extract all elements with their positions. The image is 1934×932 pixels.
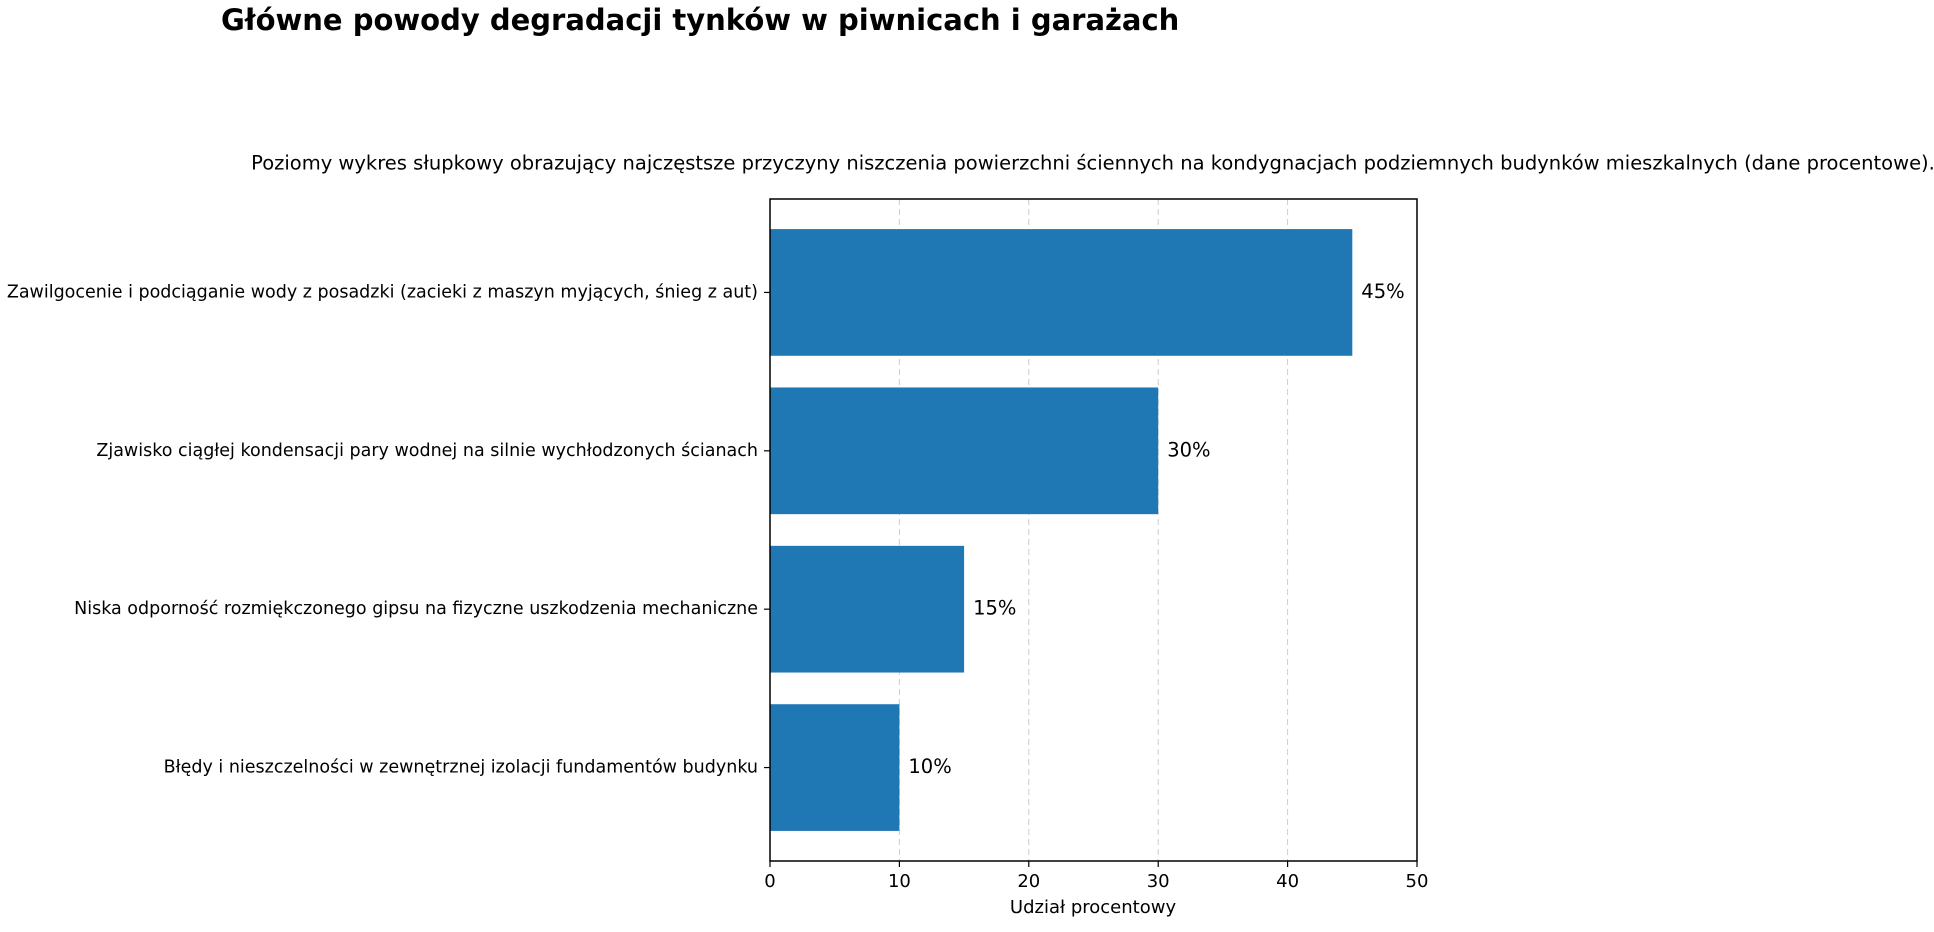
x-axis-label: Udział procentowy: [1010, 897, 1177, 918]
x-tick-label: 30: [1147, 871, 1170, 892]
value-label: 15%: [973, 597, 1016, 620]
y-tick-label: Niska odporność rozmiękczonego gipsu na …: [74, 599, 758, 619]
x-tick-label: 50: [1406, 871, 1429, 892]
chart-title: Główne powody degradacji tynków w piwnic…: [221, 3, 1179, 37]
chart-subtitle: Poziomy wykres słupkowy obrazujący najcz…: [251, 152, 1934, 175]
bar: [770, 704, 900, 831]
bar: [770, 387, 1159, 515]
y-tick-label: Zawilgocenie i podciąganie wody z posadz…: [7, 282, 758, 302]
x-tick-label: 40: [1276, 871, 1299, 892]
value-label: 45%: [1361, 280, 1404, 303]
x-tick-label: 10: [888, 871, 911, 892]
x-tick-label: 20: [1017, 871, 1040, 892]
value-label: 10%: [908, 755, 951, 778]
y-tick-label: Zjawisko ciągłej kondensacji pary wodnej…: [96, 441, 758, 461]
y-tick-label: Błędy i nieszczelności w zewnętrznej izo…: [164, 758, 758, 778]
plot-frame: [769, 198, 1418, 862]
bar: [770, 229, 1353, 356]
value-label: 30%: [1167, 438, 1210, 461]
x-tick-label: 0: [764, 871, 775, 892]
bar: [770, 545, 965, 673]
